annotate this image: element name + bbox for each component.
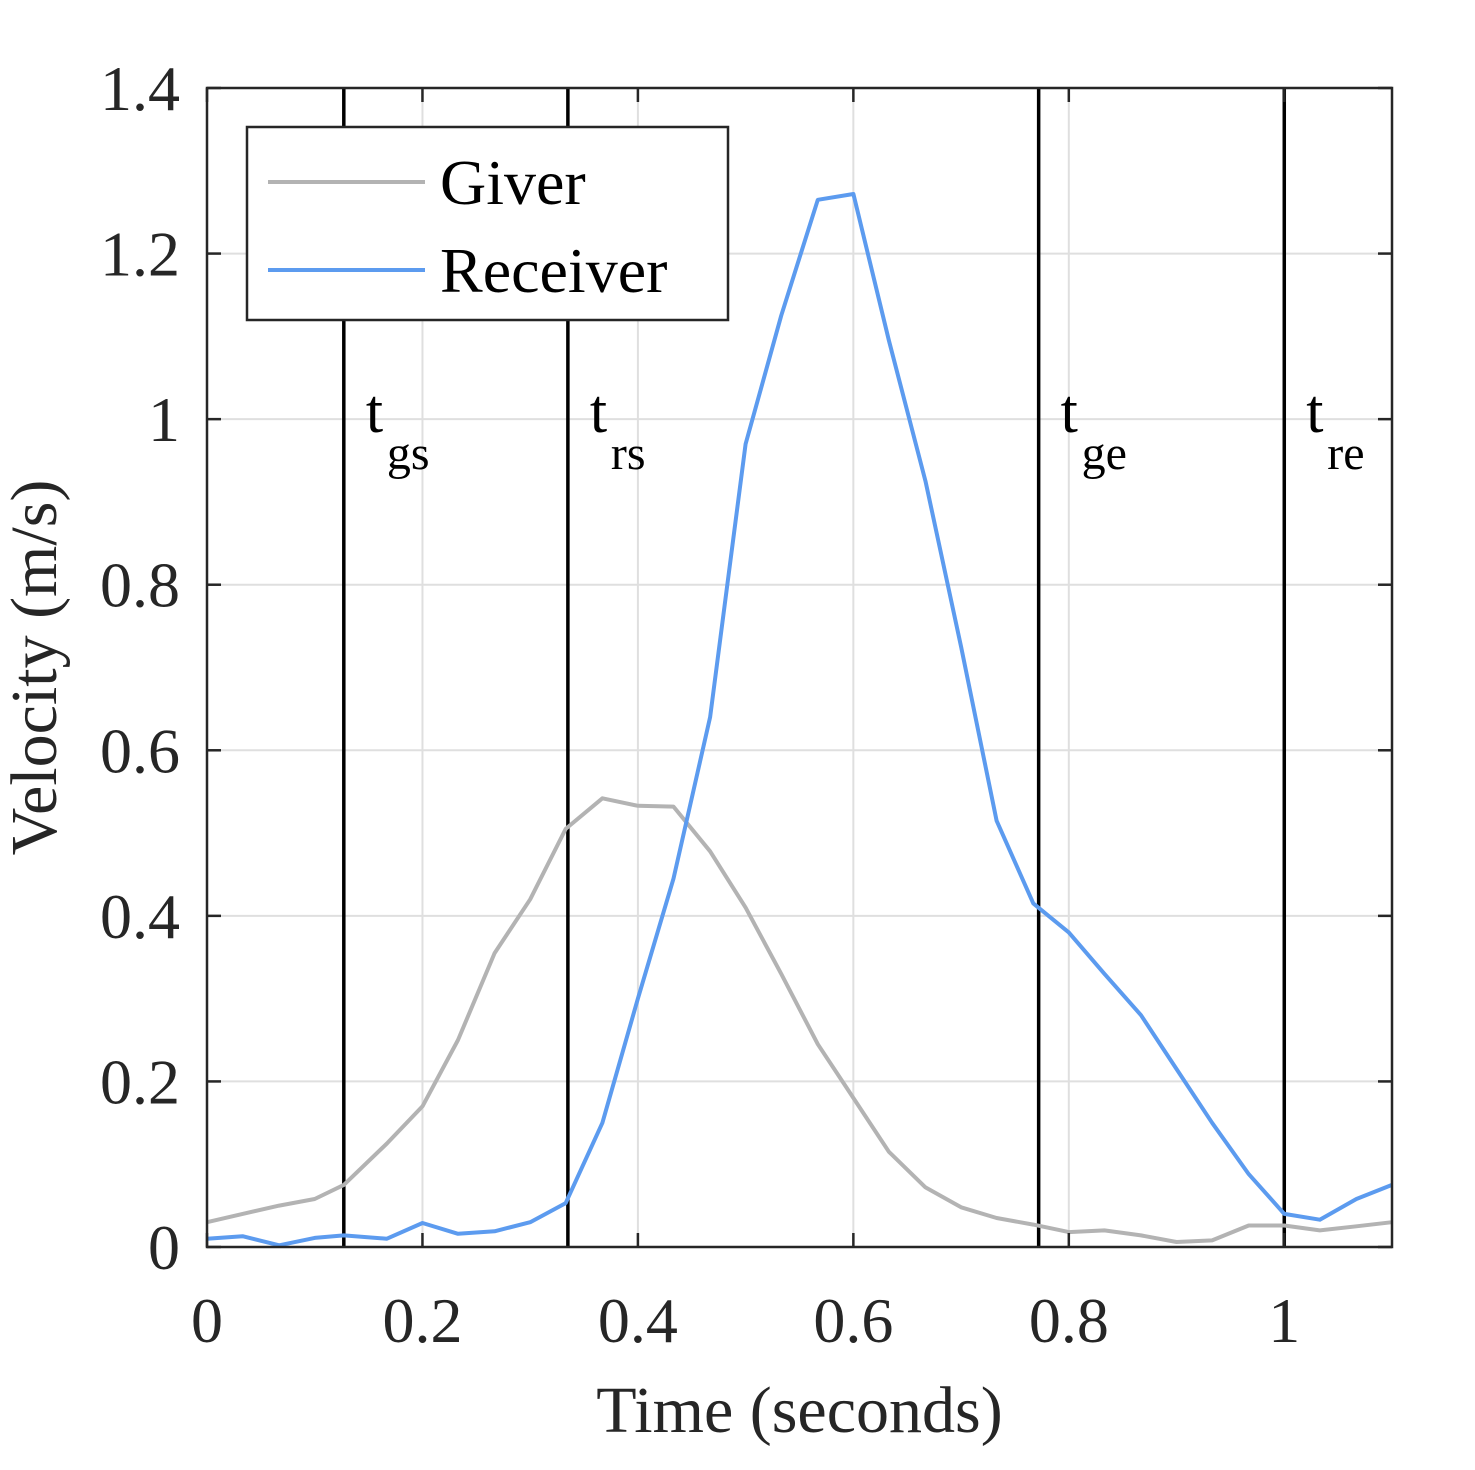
- legend: Giver Receiver: [245, 125, 730, 322]
- y-tick-label: 0.6: [100, 715, 180, 786]
- event-marker-label: t: [366, 378, 383, 446]
- y-axis-title: Velocity (m/s): [0, 480, 71, 856]
- legend-box: [245, 125, 730, 322]
- event-marker-label: t: [590, 378, 607, 446]
- series-line-giver: [206, 796, 1393, 1244]
- event-marker-label: t: [1061, 378, 1078, 446]
- x-tick-label: 1: [1268, 1285, 1300, 1356]
- legend-label-receiver: Receiver: [440, 235, 667, 306]
- y-tick-label: 1.2: [100, 219, 180, 290]
- legend-label-giver: Giver: [440, 147, 586, 218]
- event-marker-subscript: rs: [611, 427, 646, 480]
- x-axis-title: Time (seconds): [596, 1374, 1002, 1447]
- event-marker-subscript: gs: [387, 427, 430, 480]
- event-marker-subscript: re: [1327, 427, 1364, 480]
- plot-frame: [205, 86, 1394, 1249]
- event-marker-subscript: ge: [1082, 427, 1127, 480]
- y-tick-label: 0.8: [100, 550, 180, 621]
- x-tick-label: 0.4: [598, 1285, 678, 1356]
- x-tick-label: 0: [191, 1285, 223, 1356]
- y-tick-label: 1.4: [100, 53, 180, 124]
- axes: 0 0.2 0.4 0.6 0.8 1 0 0.2 0.4 0.6 0.8 1 1.2 1.4: [100, 53, 1394, 1356]
- plot-series: [206, 192, 1393, 1248]
- x-tick-label: 0.6: [813, 1285, 893, 1356]
- y-tick-label: 0.4: [100, 881, 180, 952]
- y-tick-label: 0.2: [100, 1046, 180, 1117]
- series-line-receiver: [206, 192, 1393, 1248]
- y-tick-label: 0: [148, 1212, 180, 1283]
- x-tick-label: 0.2: [382, 1285, 462, 1356]
- y-tick-label: 1: [148, 384, 180, 455]
- x-tick-label: 0.8: [1029, 1285, 1109, 1356]
- event-marker-label: t: [1306, 378, 1323, 446]
